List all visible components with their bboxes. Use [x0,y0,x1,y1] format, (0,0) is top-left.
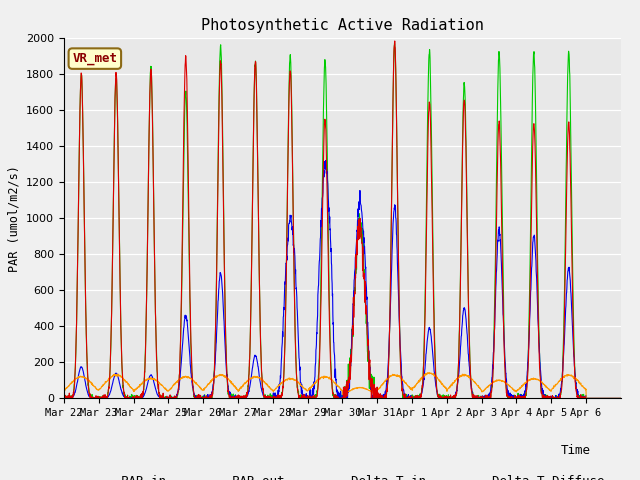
PAR out [376,385,383,391]
PAR in [376,396,383,401]
PAR in [542,396,550,401]
Delta-T Diffuse [542,396,550,401]
PAR out [60,388,68,394]
PAR out [609,396,617,401]
Line: PAR out: PAR out [64,372,621,398]
PAR in [391,38,399,44]
Delta-T Diffuse [236,396,244,401]
Text: Time: Time [561,444,591,456]
PAR in [236,396,244,401]
Delta-T Diffuse [617,396,625,401]
Line: Delta-T in: Delta-T in [64,43,621,398]
PAR out [116,372,124,378]
PAR out [542,383,550,389]
Delta-T Diffuse [609,396,617,401]
PAR in [609,396,617,401]
Delta-T in [542,396,550,401]
PAR out [510,388,518,394]
Delta-T Diffuse [322,157,330,163]
Delta-T in [609,396,617,401]
Title: Photosynthetic Active Radiation: Photosynthetic Active Radiation [201,18,484,33]
Delta-T Diffuse [376,396,384,401]
Delta-T in [116,269,124,275]
Delta-T in [62,396,70,401]
Delta-T in [390,40,398,46]
PAR in [510,395,518,401]
PAR in [60,396,68,401]
Delta-T in [511,396,518,401]
PAR out [426,370,433,375]
Delta-T Diffuse [510,396,518,401]
Y-axis label: PAR (umol/m2/s): PAR (umol/m2/s) [8,165,20,272]
Legend: PAR in, PAR out, Delta-T in, Delta-T Diffuse: PAR in, PAR out, Delta-T in, Delta-T Dif… [75,470,610,480]
PAR out [582,396,590,401]
Delta-T Diffuse [116,381,124,386]
Delta-T in [60,394,68,399]
Text: VR_met: VR_met [72,52,117,65]
Delta-T in [376,396,384,401]
Delta-T in [617,396,625,401]
PAR in [617,396,625,401]
Delta-T Diffuse [60,396,68,401]
PAR in [116,252,124,258]
Line: PAR in: PAR in [64,41,621,398]
PAR out [236,385,244,391]
PAR out [617,396,625,401]
Delta-T in [236,393,244,399]
Line: Delta-T Diffuse: Delta-T Diffuse [64,160,621,398]
